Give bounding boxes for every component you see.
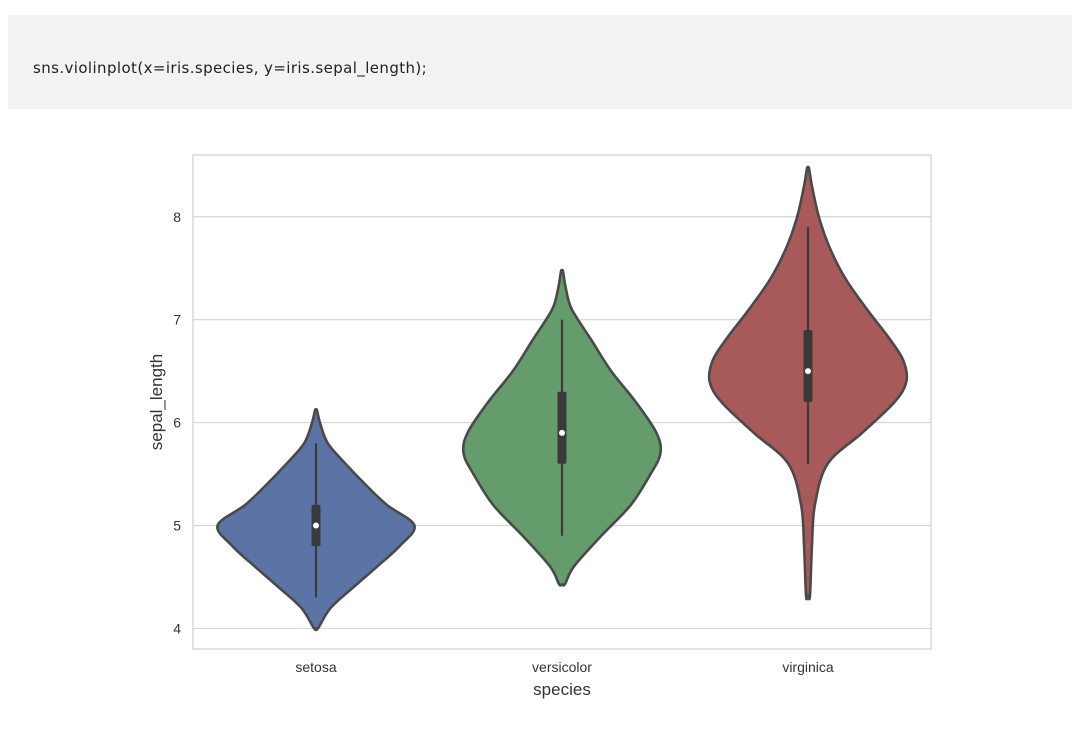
x-tick-label: virginica [782,659,834,675]
y-tick-label: 7 [173,312,181,328]
plot-frame [192,154,932,650]
x-tick-label: versicolor [532,659,592,675]
median-point-versicolor [559,429,565,436]
y-axis-label: sepal_length [147,354,166,450]
tick-layer: 4 5 6 7 8 setosa versicolor virginica [173,209,834,675]
x-tick-label: setosa [295,659,336,675]
code-cell[interactable]: sns.violinplot(x=iris.species, y=iris.se… [8,15,1072,109]
y-tick-label: 6 [173,415,181,431]
median-point-setosa [313,522,319,529]
median-point-virginica [805,368,811,375]
iqr-box-versicolor [557,391,567,464]
violin-layer [216,165,909,632]
x-axis-label: species [533,680,591,699]
code-text: sns.violinplot(x=iris.species, y=iris.se… [33,59,428,77]
y-tick-label: 5 [173,518,181,534]
y-tick-label: 8 [173,209,181,225]
y-tick-label: 4 [173,620,181,636]
iqr-box-virginica [803,329,813,402]
